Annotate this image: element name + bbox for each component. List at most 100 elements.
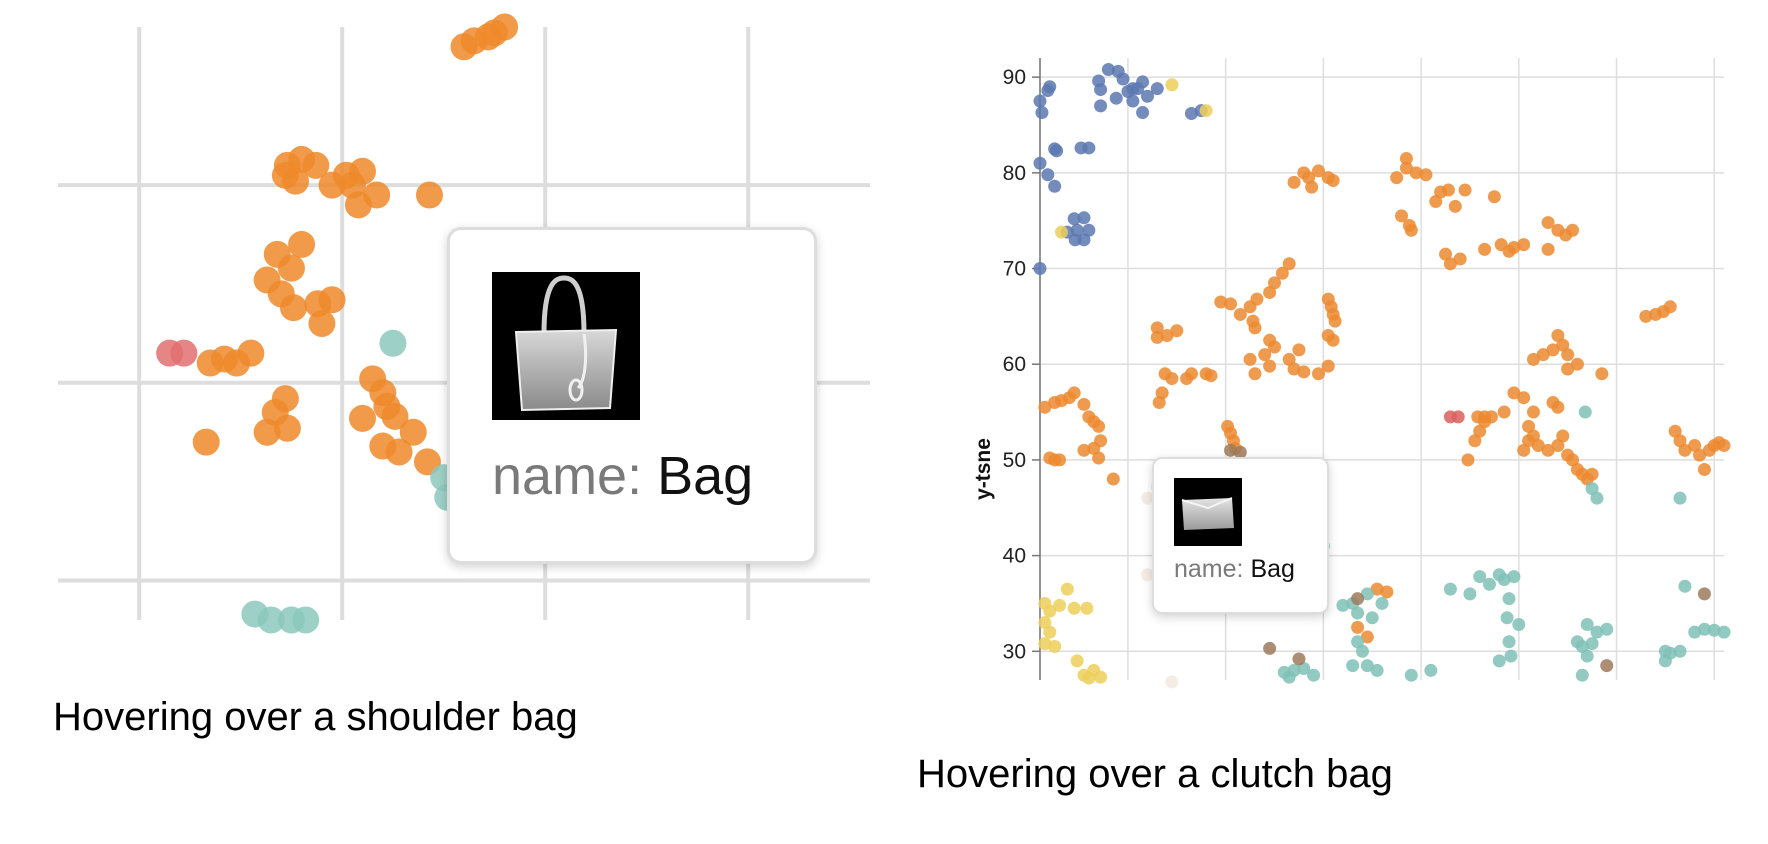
right-point[interactable] [1351, 620, 1365, 634]
right-point[interactable] [1697, 462, 1711, 476]
right-point[interactable] [1507, 570, 1521, 584]
right-point[interactable] [1551, 329, 1565, 343]
right-point[interactable] [1041, 84, 1055, 98]
right-point[interactable] [1258, 348, 1272, 362]
right-point[interactable] [1048, 640, 1062, 654]
right-point[interactable] [1546, 343, 1560, 357]
right-point[interactable] [1035, 106, 1049, 120]
right-point[interactable] [1693, 448, 1707, 462]
right-point[interactable] [1170, 324, 1184, 338]
right-point[interactable] [1067, 601, 1081, 615]
right-point[interactable] [1140, 568, 1154, 582]
right-point[interactable] [1697, 622, 1711, 636]
right-point[interactable] [1250, 292, 1264, 306]
left-point[interactable] [192, 428, 220, 456]
right-point[interactable] [1043, 604, 1057, 618]
right-point[interactable] [1077, 211, 1091, 225]
right-point[interactable] [1067, 386, 1081, 400]
right-point[interactable] [1531, 439, 1545, 453]
right-point[interactable] [1585, 467, 1599, 481]
right-point[interactable] [1268, 340, 1282, 354]
right-point[interactable] [1517, 238, 1531, 252]
right-point[interactable] [1580, 649, 1594, 663]
right-point[interactable] [1082, 671, 1096, 685]
right-point[interactable] [1424, 663, 1438, 677]
right-point[interactable] [1507, 240, 1521, 254]
right-point[interactable] [1140, 89, 1154, 103]
right-point[interactable] [1522, 419, 1536, 433]
right-point[interactable] [1453, 252, 1467, 266]
left-point[interactable] [308, 310, 336, 337]
right-point[interactable] [1033, 94, 1047, 108]
right-point[interactable] [1152, 395, 1166, 409]
right-point[interactable] [1404, 223, 1418, 237]
right-point[interactable] [1092, 419, 1106, 433]
right-point[interactable] [1575, 640, 1589, 654]
right-point[interactable] [1328, 314, 1342, 328]
left-point[interactable] [349, 404, 376, 432]
right-point[interactable] [1551, 439, 1565, 453]
right-point[interactable] [1184, 367, 1198, 381]
right-point[interactable] [1077, 443, 1091, 457]
right-point[interactable] [1541, 443, 1555, 457]
right-point[interactable] [1429, 195, 1443, 209]
right-point[interactable] [1478, 242, 1492, 256]
right-point[interactable] [1678, 443, 1692, 457]
right-point[interactable] [1370, 582, 1384, 596]
right-point[interactable] [1409, 166, 1423, 180]
left-point[interactable] [399, 418, 427, 446]
right-point[interactable] [1688, 439, 1702, 453]
right-point[interactable] [1566, 223, 1580, 237]
right-point[interactable] [1282, 352, 1296, 366]
right-point[interactable] [1451, 410, 1465, 424]
right-point[interactable] [1248, 367, 1262, 381]
right-point[interactable] [1375, 596, 1389, 610]
right-point[interactable] [1556, 429, 1570, 443]
right-point[interactable] [1038, 400, 1052, 414]
right-point[interactable] [1504, 649, 1518, 663]
right-point[interactable] [1224, 297, 1238, 311]
right-point[interactable] [1419, 168, 1433, 182]
right-point[interactable] [1126, 94, 1140, 108]
left-point[interactable] [271, 385, 299, 413]
right-point[interactable] [1443, 257, 1457, 271]
right-point[interactable] [1600, 622, 1614, 636]
right-point[interactable] [1585, 637, 1599, 651]
right-point[interactable] [1321, 359, 1335, 373]
right-point[interactable] [1595, 367, 1609, 381]
right-point[interactable] [1473, 424, 1487, 438]
left-point[interactable] [257, 606, 285, 634]
right-point[interactable] [1507, 386, 1521, 400]
right-point[interactable] [1311, 164, 1325, 178]
right-point[interactable] [1136, 75, 1150, 89]
right-point[interactable] [1311, 367, 1325, 381]
right-point[interactable] [1439, 247, 1453, 261]
right-point[interactable] [1224, 443, 1238, 457]
right-point[interactable] [1282, 257, 1296, 271]
left-point[interactable] [271, 161, 299, 189]
left-point[interactable] [170, 339, 198, 367]
right-point[interactable] [1292, 652, 1306, 666]
left-point[interactable] [237, 339, 265, 367]
right-point[interactable] [1165, 372, 1179, 386]
right-point[interactable] [1106, 472, 1120, 486]
right-point[interactable] [1233, 307, 1247, 321]
left-point[interactable] [279, 294, 307, 322]
right-point[interactable] [1717, 625, 1731, 639]
right-point[interactable] [1517, 391, 1531, 405]
right-point[interactable] [1351, 592, 1365, 606]
right-point[interactable] [1326, 333, 1340, 347]
right-point[interactable] [1590, 491, 1604, 505]
right-point[interactable] [1077, 397, 1091, 411]
right-point[interactable] [1585, 482, 1599, 496]
right-point[interactable] [1395, 209, 1409, 223]
right-point[interactable] [1541, 216, 1555, 230]
right-point[interactable] [1355, 644, 1369, 658]
right-point[interactable] [1351, 606, 1365, 620]
right-point[interactable] [1150, 330, 1164, 344]
right-point[interactable] [1526, 429, 1540, 443]
right-point[interactable] [1673, 491, 1687, 505]
right-point[interactable] [1184, 107, 1198, 121]
right-point[interactable] [1688, 625, 1702, 639]
right-point[interactable] [1094, 99, 1108, 113]
